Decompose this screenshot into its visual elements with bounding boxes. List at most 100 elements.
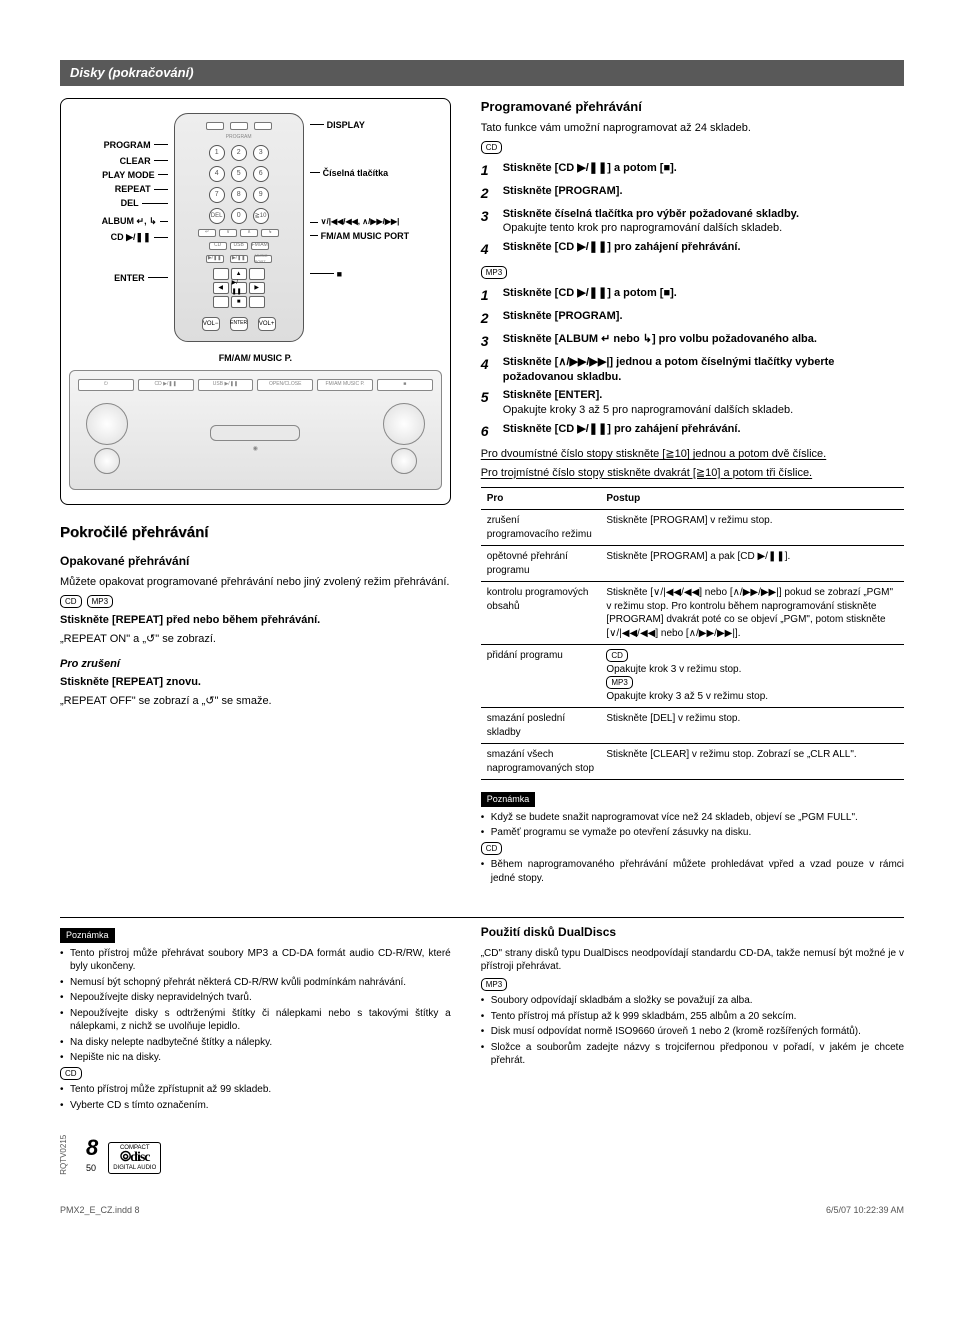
note-l-1: Tento přístroj může přehrávat soubory MP…	[60, 947, 451, 974]
th-postup: Postup	[600, 487, 904, 510]
badge-cd-t: CD	[606, 649, 628, 662]
note-r-2: Paměť programu se vymaže po otevření zás…	[481, 826, 904, 840]
repeat-heading: Opakované přehrávání	[60, 553, 451, 569]
notes-left: Tento přístroj může přehrávat soubory MP…	[60, 947, 451, 1065]
tr3-c2: Stiskněte [∨/|◀◀/◀◀] nebo [∧/▶▶/▶▶|] pok…	[600, 582, 904, 645]
fmam-heading: FM/AM/ MUSIC P.	[69, 352, 442, 364]
tr4-c2: CD Opakujte krok 3 v režimu stop. MP3 Op…	[600, 645, 904, 708]
badge-mp3-2: MP3	[481, 266, 507, 279]
tr5-c1: smazání poslední skladby	[481, 708, 601, 744]
remote-illustration: PROGRAM 123 456 789 DEL0≧10 ↵∨∧↳ CDUSBFM…	[174, 113, 304, 342]
cd-step-4: Stiskněte [CD ▶/❚❚] pro zahájení přehráv…	[503, 240, 904, 259]
tr3-c1: kontrolu programových obsahů	[481, 582, 601, 645]
tr4-cd-text: Opakujte krok 3 v režimu stop.	[606, 664, 741, 675]
mp3-step-4: Stiskněte [∧/▶▶/▶▶|] jednou a potom číse…	[503, 355, 904, 385]
mp3-step-1: Stiskněte [CD ▶/❚❚] a potom [■].	[503, 286, 904, 305]
label-playmode: PLAY MODE	[102, 169, 155, 181]
cd-digital: DIGITAL AUDIO	[113, 1165, 156, 1171]
label-fmam: FM/AM MUSIC PORT	[321, 230, 410, 242]
remote-right-labels: DISPLAY Číselná tlačítka ∨/|◀◀/◀◀, ∧/▶▶/…	[310, 113, 410, 342]
cd-step-1: Stiskněte [CD ▶/❚❚] a potom [■].	[503, 161, 904, 180]
note-l-4: Nepoužívejte disky s odtrženými štítky č…	[60, 1007, 451, 1034]
note-tag-left: Poznámka	[60, 928, 115, 942]
cd-logo: COMPACT ⦾disc DIGITAL AUDIO	[108, 1142, 161, 1174]
dualdisc-intro: „CD" strany disků typu DualDiscs neodpov…	[481, 947, 904, 974]
mp3-step-5-sub: Opakujte kroky 3 až 5 pro naprogramování…	[503, 404, 793, 416]
tr2-c2: Stiskněte [PROGRAM] a pak [CD ▶/❚❚].	[600, 546, 904, 582]
note-tag-right: Poznámka	[481, 792, 536, 806]
diagram-box: PROGRAM CLEAR PLAY MODE REPEAT DEL ALBUM…	[60, 98, 451, 505]
label-repeat: REPEAT	[115, 183, 151, 195]
note-r-1: Když se budete snažit naprogramovat více…	[481, 811, 904, 825]
badge-cd-bottom: CD	[60, 1067, 82, 1080]
note-r-cd: Během naprogramovaného přehrávání můžete…	[481, 858, 904, 885]
badge-mp3-t: MP3	[606, 676, 632, 689]
print-footer: PMX2_E_CZ.indd 8 6/5/07 10:22:39 AM	[60, 1204, 904, 1216]
dd-b1: Soubory odpovídají skladbám a složky se …	[481, 994, 904, 1008]
programmed-heading: Programované přehrávání	[481, 98, 904, 116]
cd-step-3-sub: Opakujte tento krok pro naprogramování d…	[503, 222, 782, 234]
label-display: DISPLAY	[327, 119, 365, 131]
label-numeric: Číselná tlačítka	[323, 167, 389, 179]
mp3-step-6: Stiskněte [CD ▶/❚❚] pro zahájení přehráv…	[503, 422, 904, 441]
label-del: DEL	[121, 197, 139, 209]
remote-left-labels: PROGRAM CLEAR PLAY MODE REPEAT DEL ALBUM…	[102, 113, 168, 342]
badge-mp3: MP3	[87, 595, 113, 608]
mp3-step-5: Stiskněte [ENTER].	[503, 389, 603, 401]
cancel-after: „REPEAT OFF" se zobrazí a „↺" se smaže.	[60, 694, 451, 709]
label-arrows: ∨/|◀◀/◀◀, ∧/▶▶/▶▶|	[321, 217, 400, 228]
tr6-c2: Stiskněte [CLEAR] v režimu stop. Zobrazí…	[600, 744, 904, 780]
note-l-cd-2: Vyberte CD s tímto označením.	[60, 1099, 451, 1113]
label-clear: CLEAR	[120, 155, 151, 167]
cancel-step: Stiskněte [REPEAT] znovu.	[60, 675, 451, 690]
note-l-5: Na disky nelepte nadbytečné štítky a nál…	[60, 1036, 451, 1050]
repeat-after: „REPEAT ON" a „↺" se zobrazí.	[60, 632, 451, 647]
mp3-steps: 1Stiskněte [CD ▶/❚❚] a potom [■]. 2Stisk…	[481, 286, 904, 441]
note-l-3: Nepoužívejte disky nepravidelných tvarů.	[60, 991, 451, 1005]
label-enter: ENTER	[114, 272, 145, 284]
badge-mp3-dd: MP3	[481, 978, 507, 991]
side-code: RQTV0215	[59, 1134, 70, 1174]
label-program: PROGRAM	[104, 139, 151, 151]
section-header: Disky (pokračování)	[60, 60, 904, 86]
th-pro: Pro	[481, 487, 601, 510]
repeat-intro: Můžete opakovat programované přehrávání …	[60, 575, 451, 590]
tr2-c1: opětovné přehrání programu	[481, 546, 601, 582]
tr4-c1: přidání programu	[481, 645, 601, 708]
label-stop: ■	[337, 268, 342, 280]
tr1-c1: zrušení programovacího režimu	[481, 510, 601, 546]
cancel-heading: Pro zrušení	[60, 657, 451, 672]
program-table: ProPostup zrušení programovacího režimuS…	[481, 487, 904, 781]
cd-steps: 1Stiskněte [CD ▶/❚❚] a potom [■]. 2Stisk…	[481, 161, 904, 259]
label-cd: CD ▶/❚❚	[111, 231, 151, 243]
note-l-cd-1: Tento přístroj může zpřístupnit až 99 sk…	[60, 1083, 451, 1097]
badge-cd-2: CD	[481, 141, 503, 154]
badge-cd: CD	[60, 595, 82, 608]
cd-step-3: Stiskněte číselná tlačítka pro výběr pož…	[503, 208, 799, 220]
programmed-intro: Tato funkce vám umožní naprogramovat až …	[481, 121, 904, 136]
dualdisc-heading: Použití disků DualDiscs	[481, 924, 904, 940]
cd-step-2: Stiskněte [PROGRAM].	[503, 184, 904, 203]
dd-b3: Disk musí odpovídat normě ISO9660 úroveň…	[481, 1025, 904, 1039]
note-l-2: Nemusí být schopný přehrát některá CD-R/…	[60, 976, 451, 990]
right-column: Programované přehrávání Tato funkce vám …	[481, 98, 904, 888]
digits-note-2: Pro trojmístné číslo stopy stiskněte dva…	[481, 466, 904, 481]
repeat-step: Stiskněte [REPEAT] před nebo během přehr…	[60, 613, 451, 628]
dd-b4: Složce a souborům zadejte názvy s trojci…	[481, 1041, 904, 1068]
footer-left: PMX2_E_CZ.indd 8	[60, 1204, 140, 1216]
notes-right: Když se budete snažit naprogramovat více…	[481, 811, 904, 840]
note-l-6: Nepište nic na disky.	[60, 1051, 451, 1065]
dd-b2: Tento přístroj má přístup až k 999 sklad…	[481, 1010, 904, 1024]
advanced-heading: Pokročilé přehrávání	[60, 523, 451, 543]
label-album: ALBUM ↵, ↳	[102, 215, 157, 227]
page-number-small: 50	[86, 1162, 98, 1174]
page-number-big: 8	[86, 1133, 98, 1163]
left-column: PROGRAM CLEAR PLAY MODE REPEAT DEL ALBUM…	[60, 98, 451, 888]
tr4-mp3-text: Opakujte kroky 3 až 5 v režimu stop.	[606, 691, 768, 702]
unit-illustration: ⏻CD ▶/❚❚USB ▶/❚❚OPEN/CLOSEFM/AM MUSIC P.…	[69, 370, 442, 490]
footer-right: 6/5/07 10:22:39 AM	[826, 1204, 904, 1216]
mp3-step-3: Stiskněte [ALBUM ↵ nebo ↳] pro volbu pož…	[503, 332, 904, 351]
tr1-c2: Stiskněte [PROGRAM] v režimu stop.	[600, 510, 904, 546]
tr6-c1: smazání všech naprogramovaných stop	[481, 744, 601, 780]
mp3-step-2: Stiskněte [PROGRAM].	[503, 309, 904, 328]
